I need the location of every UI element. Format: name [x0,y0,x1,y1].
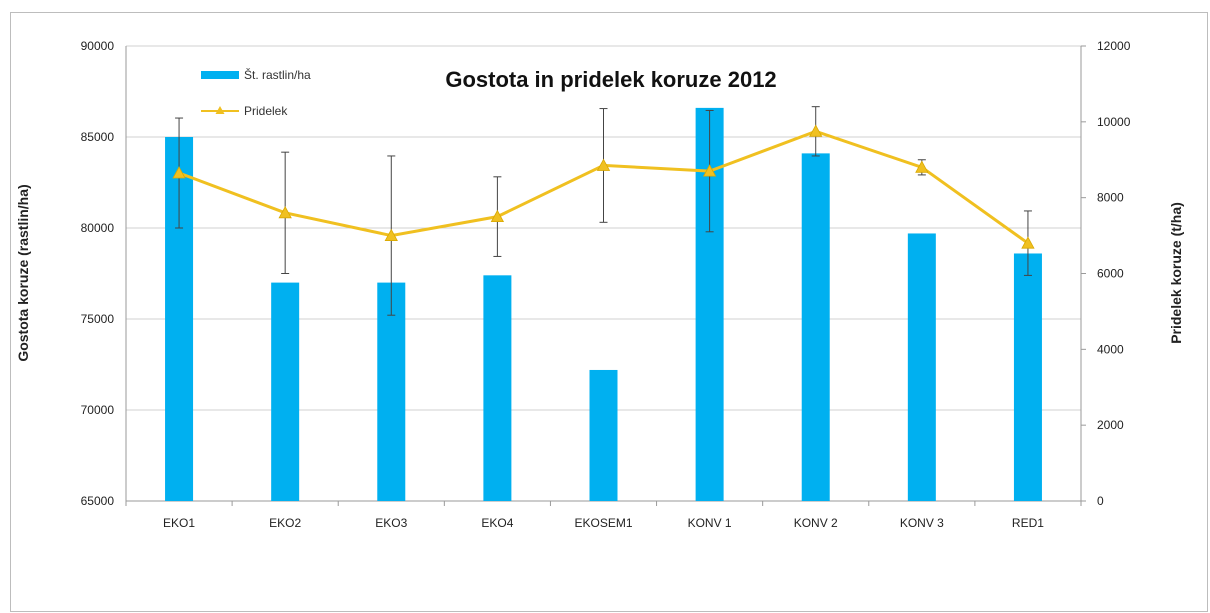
x-tick-label: KONV 1 [688,516,732,530]
tick-labels: 65000 70000 75000 80000 85000 90000 0 2000 4000 6… [81,39,1131,530]
bar-series [165,107,1042,501]
line-point [702,164,717,177]
line-point [278,205,292,219]
y-tick-label: 90000 [81,39,115,53]
y-axis-title: Gostota koruze (rastlin/ha) [15,184,31,361]
y2-tick-label: 8000 [1097,191,1124,205]
legend-triangle-marker [215,106,225,114]
y2-tick-label: 12000 [1097,39,1131,53]
chart: 65000 70000 75000 80000 85000 90000 0 2000 4000 6… [15,39,1184,530]
bar [589,369,618,501]
y-tick-label: 75000 [81,312,115,326]
x-tick-label: EKO4 [481,516,513,530]
y-tick-label: 85000 [81,130,115,144]
y2-tick-label: 2000 [1097,418,1124,432]
line-point [809,124,823,137]
y-tick-label: 70000 [81,403,115,417]
error-bars [175,106,1032,316]
line-point [172,166,186,179]
x-tick-label: KONV 2 [794,516,838,530]
line-point [1021,236,1035,249]
x-tick-label: EKO3 [375,516,407,530]
chart-title: Gostota in pridelek koruze 2012 [445,67,776,92]
y2-axis-title: Pridelek koruze (t/ha) [1168,202,1184,344]
bar [1013,253,1042,501]
x-tick-label: RED1 [1012,516,1044,530]
y2-tick-label: 10000 [1097,115,1131,129]
x-tick-label: EKO2 [269,516,301,530]
legend-line-label: Pridelek [244,104,288,118]
y-tick-label: 80000 [81,221,115,235]
bar [271,282,300,501]
y-tick-label: 65000 [81,494,115,508]
bar [801,153,830,501]
line-point [384,228,398,241]
legend-bar-label: Št. rastlin/ha [244,67,311,82]
y2-tick-label: 0 [1097,494,1104,508]
bar [483,275,512,501]
line-point [915,160,929,173]
chart-frame: 65000 70000 75000 80000 85000 90000 0 2000 4000 6… [10,12,1208,612]
y2-tick-label: 4000 [1097,342,1124,356]
legend: Št. rastlin/ha Pridelek [201,67,311,118]
line-series [172,124,1035,249]
legend-bar-swatch [201,71,239,79]
line-point [490,209,505,223]
line-point [596,158,611,171]
x-tick-label: EKO1 [163,516,195,530]
bar [907,233,936,501]
y2-tick-label: 6000 [1097,267,1124,281]
bar [377,282,406,501]
x-tick-label: EKOSEM1 [574,516,632,530]
x-tick-label: KONV 3 [900,516,944,530]
